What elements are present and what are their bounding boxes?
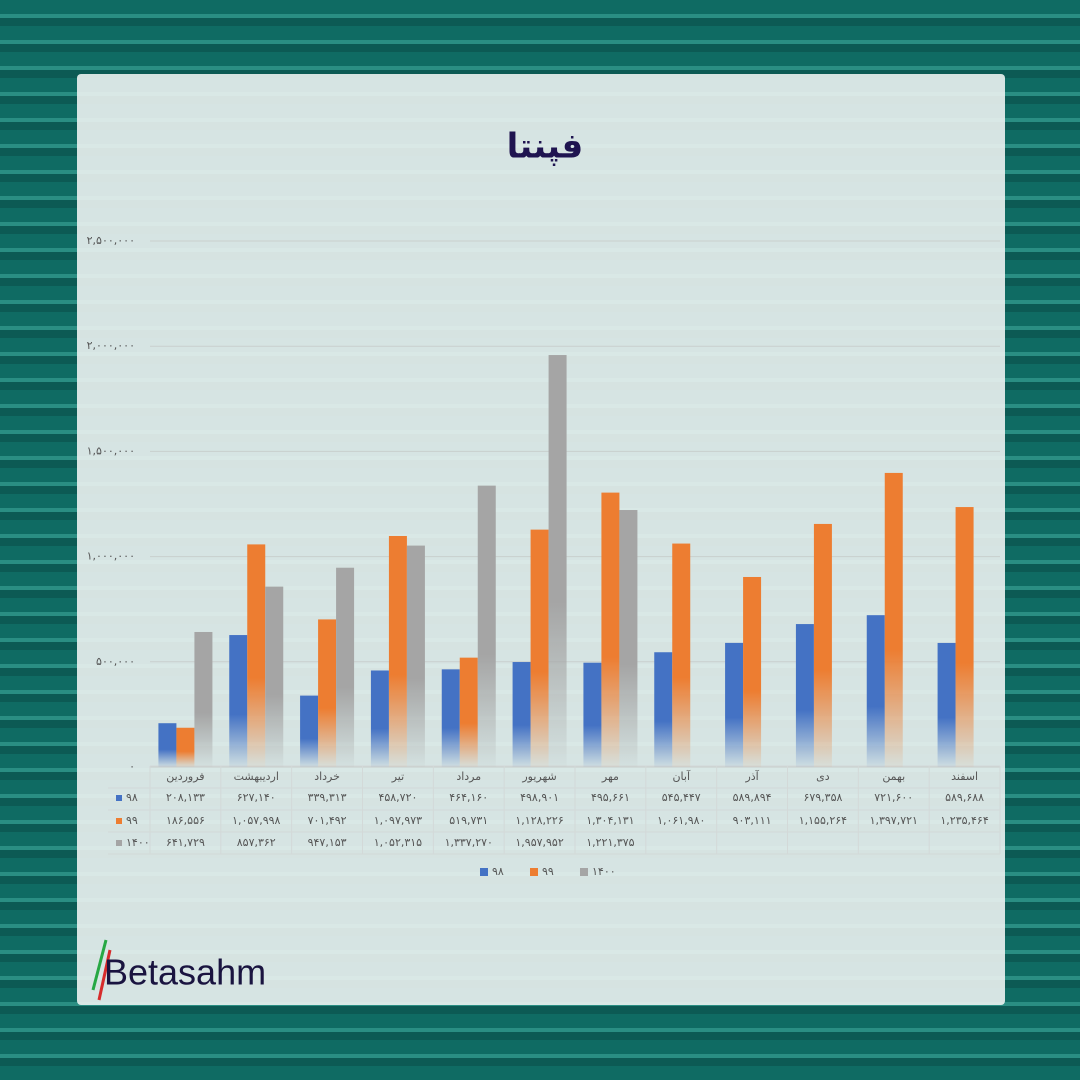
table-series-label: ۹۹ xyxy=(126,814,138,827)
y-tick-label: ۵۰۰,۰۰۰ xyxy=(96,655,135,668)
table-key xyxy=(116,795,122,801)
y-tick-label: ۰ xyxy=(129,760,135,773)
table-series-label: ۱۴۰۰ xyxy=(126,836,150,849)
table-value: ۵۱۹,۷۳۱ xyxy=(449,814,488,827)
y-tick-label: ۲,۵۰۰,۰۰۰ xyxy=(87,234,135,247)
bar xyxy=(530,529,549,767)
category-label: آبان xyxy=(672,769,690,783)
bar xyxy=(176,727,195,767)
bar xyxy=(194,631,213,767)
category-label: مهر xyxy=(601,770,619,783)
bar xyxy=(247,544,266,767)
bar xyxy=(459,657,478,767)
bar xyxy=(512,662,531,767)
table-value: ۱,۹۵۷,۹۵۲ xyxy=(515,836,563,849)
table-key xyxy=(116,818,122,824)
table-value: ۶۲۷,۱۴۰ xyxy=(237,791,276,804)
y-tick-label: ۱,۰۰۰,۰۰۰ xyxy=(87,550,135,563)
table-value: ۱,۳۳۷,۲۷۰ xyxy=(445,836,493,849)
table-value: ۷۲۱,۶۰۰ xyxy=(874,791,913,804)
category-label: مرداد xyxy=(456,770,481,783)
bar xyxy=(955,507,974,767)
table-value: ۶۴۱,۷۲۹ xyxy=(166,836,205,849)
table-value: ۳۳۹,۳۱۳ xyxy=(308,791,347,804)
table-value: ۴۹۵,۶۶۱ xyxy=(591,791,630,804)
category-label: خرداد xyxy=(314,770,340,783)
category-label: اسفند xyxy=(951,770,978,783)
bar xyxy=(672,543,691,767)
logo-icon xyxy=(91,939,112,1001)
bar xyxy=(866,615,885,767)
legend-key xyxy=(530,868,538,876)
bar xyxy=(441,669,460,767)
bar xyxy=(265,586,284,767)
legend-label: ۹۸ xyxy=(492,865,504,878)
table-value: ۱,۳۹۷,۷۲۱ xyxy=(870,814,918,827)
brand: Betasahm xyxy=(104,952,266,993)
category-label: شهریور xyxy=(521,770,556,783)
table-value: ۶۷۹,۳۵۸ xyxy=(803,791,842,804)
bar xyxy=(654,652,673,767)
table-value: ۹۰۳,۱۱۱ xyxy=(733,814,772,827)
bar xyxy=(813,523,832,767)
table-key xyxy=(116,840,122,846)
bar xyxy=(336,567,355,767)
category-label: تیر xyxy=(391,770,404,783)
bar xyxy=(300,695,319,767)
y-tick-label: ۱,۵۰۰,۰۰۰ xyxy=(87,444,135,457)
table-value: ۵۴۵,۴۴۷ xyxy=(662,791,701,804)
bar xyxy=(388,535,407,767)
bar xyxy=(743,576,762,767)
bar xyxy=(795,624,814,767)
table-value: ۱,۰۵۷,۹۹۸ xyxy=(232,814,280,827)
table-value: ۱,۱۲۸,۲۲۶ xyxy=(515,814,563,827)
chart-title: فپنتا xyxy=(507,127,584,167)
table-value: ۱۸۶,۵۵۶ xyxy=(166,814,205,827)
bar xyxy=(725,642,744,767)
category-label: فروردین xyxy=(166,770,204,783)
legend-label: ۱۴۰۰ xyxy=(592,865,616,878)
table-value: ۵۸۹,۸۹۴ xyxy=(733,791,772,804)
bar xyxy=(406,545,425,767)
table-value: ۴۶۴,۱۶۰ xyxy=(449,791,488,804)
legend-key xyxy=(580,868,588,876)
table-value: ۱,۱۵۵,۲۶۴ xyxy=(799,814,847,827)
category-label: اردیبهشت xyxy=(234,770,279,783)
bar xyxy=(583,662,602,767)
table-value: ۱,۰۹۷,۹۷۳ xyxy=(374,814,422,827)
legend-label: ۹۹ xyxy=(542,865,554,878)
table-value: ۴۵۸,۷۲۰ xyxy=(378,791,417,804)
bar xyxy=(601,492,620,767)
category-label: آذر xyxy=(744,769,759,783)
category-label: دی xyxy=(816,770,830,783)
table-value: ۱,۲۳۵,۴۶۴ xyxy=(940,814,988,827)
bar xyxy=(158,723,177,767)
bar xyxy=(884,472,903,767)
bar xyxy=(619,510,638,767)
table-value: ۱,۲۲۱,۳۷۵ xyxy=(586,836,634,849)
table-value: ۹۴۷,۱۵۳ xyxy=(308,836,347,849)
table-value: ۱,۰۵۲,۳۱۵ xyxy=(374,836,422,849)
bar xyxy=(229,635,248,767)
table-series-label: ۹۸ xyxy=(126,791,138,804)
table-value: ۱,۰۶۱,۹۸۰ xyxy=(657,814,705,827)
category-label: بهمن xyxy=(882,770,905,783)
bar xyxy=(370,670,389,767)
table-value: ۸۵۷,۳۶۲ xyxy=(237,836,276,849)
table-value: ۱,۳۰۴,۱۳۱ xyxy=(586,814,634,827)
table-value: ۷۰۱,۴۹۲ xyxy=(308,814,347,827)
table-value: ۵۸۹,۶۸۸ xyxy=(945,791,984,804)
table-value: ۲۰۸,۱۳۳ xyxy=(166,791,205,804)
bar xyxy=(318,619,337,767)
bar xyxy=(548,355,567,767)
table-value: ۴۹۸,۹۰۱ xyxy=(520,791,559,804)
bar xyxy=(937,642,956,767)
legend-key xyxy=(480,868,488,876)
bar xyxy=(477,485,496,767)
y-tick-label: ۲,۰۰۰,۰۰۰ xyxy=(87,339,135,352)
